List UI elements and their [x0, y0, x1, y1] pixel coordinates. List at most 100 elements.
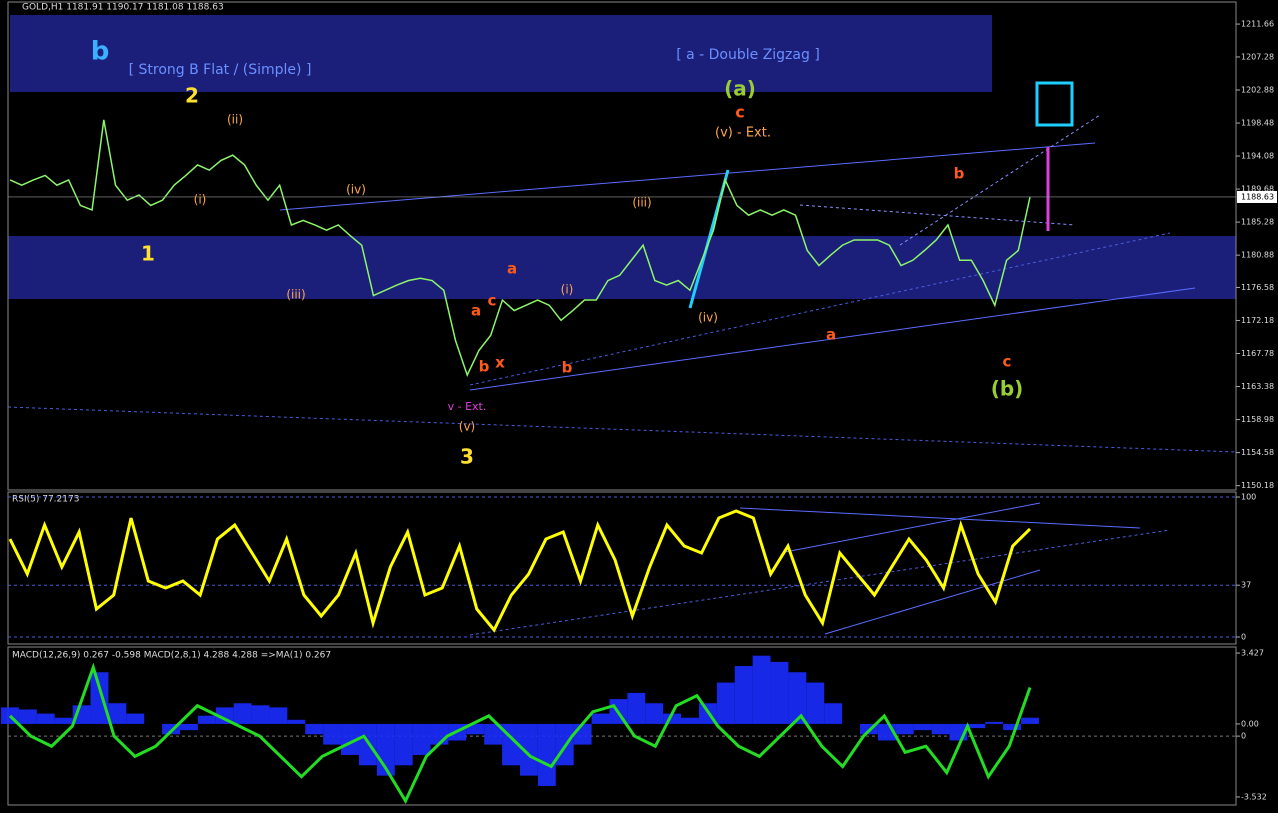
histogram-bar	[645, 703, 664, 724]
chart-title: GOLD,H1 1181.91 1190.17 1181.08 1188.63	[22, 3, 224, 13]
wave-label: a	[507, 260, 517, 278]
wave-label: (b)	[991, 377, 1024, 401]
wave-label: b	[954, 165, 965, 183]
y-tick-label: 1158.98	[1241, 415, 1274, 424]
wave-label: (iii)	[632, 196, 651, 210]
wave-label: c	[488, 292, 497, 310]
wave-label: (iii)	[286, 288, 305, 302]
y-tick-label: 1154.58	[1241, 448, 1274, 457]
wave-label: [ a - Double Zigzag ]	[676, 47, 820, 63]
histogram-bar	[484, 723, 503, 745]
histogram-bar	[681, 717, 699, 724]
histogram-bar	[985, 721, 1004, 724]
histogram-bar	[716, 682, 735, 724]
wave-label: (a)	[724, 77, 756, 101]
y-tick-label: 1198.48	[1241, 119, 1274, 128]
line-series	[8, 662, 1032, 805]
histogram-bar	[90, 672, 109, 724]
y-tick-label: 1167.78	[1241, 349, 1274, 358]
histogram-bar	[341, 723, 359, 755]
histogram-bar	[591, 713, 610, 724]
rsi-title: RSI(5) 77.2173	[12, 495, 79, 505]
histogram-bar	[734, 666, 753, 724]
histogram-bar	[537, 723, 556, 786]
histogram-bar	[251, 705, 270, 724]
current-price-label: 1188.63	[1241, 192, 1274, 201]
trend-line	[739, 507, 1141, 529]
histogram-bar	[466, 723, 485, 735]
histogram-bar	[269, 707, 288, 724]
line-series	[9, 119, 1031, 378]
wave-label: (ii)	[227, 113, 243, 127]
y-tick-label: 1180.88	[1241, 251, 1274, 260]
macd-title: MACD(12,26,9) 0.267 -0.598 MACD(2,8,1) 4…	[12, 651, 331, 661]
y-tick-label: 1163.38	[1241, 382, 1274, 391]
trend-line	[469, 529, 1171, 636]
y-tick-label: 1150.18	[1241, 481, 1274, 490]
trend-line	[784, 502, 1041, 553]
target-box	[1035, 81, 1074, 127]
wave-label: (i)	[194, 193, 207, 207]
wave-label: 3	[460, 445, 474, 469]
y-tick-label: 1172.18	[1241, 316, 1274, 325]
y-tick-label: 0.00	[1241, 719, 1259, 728]
y-tick-label: 0	[1241, 633, 1246, 642]
histogram-bar	[895, 723, 914, 735]
macd-panel	[7, 646, 1237, 806]
histogram-bar	[162, 723, 180, 735]
histogram-bar	[806, 682, 825, 724]
wave-label: (v)	[459, 420, 475, 434]
wave-label: c	[1003, 353, 1012, 371]
panel-borders	[7, 1, 1237, 806]
line-series	[8, 509, 1032, 633]
y-tick-label: 1207.28	[1241, 52, 1274, 61]
current-price-tag	[1237, 190, 1277, 203]
y-tick-label: 100	[1241, 493, 1256, 502]
histogram-bar	[197, 715, 216, 724]
trend-line	[899, 114, 1101, 246]
wave-label: x	[495, 354, 505, 372]
histogram-bar	[931, 723, 950, 735]
wave-label: (i)	[561, 283, 574, 297]
zone-band	[10, 15, 992, 92]
histogram-bar	[305, 723, 324, 735]
histogram-bar	[394, 723, 413, 766]
zone-band	[8, 236, 1236, 299]
histogram-bar	[126, 713, 145, 724]
wave-label: b	[562, 359, 573, 377]
histogram-bar	[412, 723, 431, 755]
y-tick-label: 37	[1241, 581, 1251, 590]
histogram-bar	[824, 703, 843, 724]
histogram-bar	[323, 723, 342, 745]
wave-label: (iv)	[346, 183, 366, 197]
wave-label: [ Strong B Flat / (Simple) ]	[129, 62, 312, 78]
wave-label: a	[826, 326, 836, 344]
wave-label: (v) - Ext.	[715, 126, 771, 141]
trend-line	[469, 287, 1196, 391]
wave-label: v - Ext.	[448, 400, 487, 413]
histogram-bar	[1003, 723, 1022, 731]
histogram-bar	[788, 672, 807, 724]
histogram-bar	[233, 703, 252, 724]
trend-line	[7, 406, 1237, 453]
y-tick-label: 1185.28	[1241, 218, 1274, 227]
y-tick-label: -3.532	[1241, 792, 1267, 801]
trend-line	[799, 204, 1076, 226]
histogram-bar	[180, 723, 198, 731]
y-tick-label: 1176.58	[1241, 283, 1274, 292]
histogram-bar	[18, 709, 37, 724]
histogram-bar	[108, 703, 127, 724]
wave-label: a	[471, 302, 481, 320]
histogram-bar	[36, 713, 55, 724]
price-panel	[7, 1, 1237, 491]
wave-label: c	[735, 103, 744, 122]
y-tick-label: 3.427	[1241, 649, 1264, 658]
trend-line	[469, 232, 1171, 386]
histogram-bar	[663, 713, 682, 724]
histogram-bar	[287, 719, 306, 724]
wave-label: b	[479, 358, 490, 376]
histogram-bar	[54, 717, 73, 724]
y-tick-label: 1202.88	[1241, 85, 1274, 94]
y-tick-label: 1189.68	[1241, 185, 1274, 194]
